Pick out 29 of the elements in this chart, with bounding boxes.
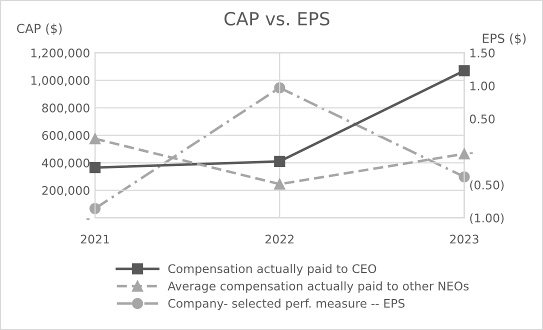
y2-axis-title: EPS ($) [482,33,526,45]
chart-title: CAP vs. EPS [224,12,330,26]
y-tick-label: 200,000 [42,186,90,196]
y2-tick-label: (1.00) [470,213,504,224]
point [89,203,101,214]
point [274,156,286,167]
y2-tick-label: - [470,152,473,154]
y-tick-label: 1,000,000 [31,76,90,86]
point [89,133,101,144]
y2-tick-label: 0.50 [470,114,495,124]
point [89,162,101,174]
point [274,178,286,190]
y-axis-title: CAP ($) [16,24,62,35]
x-tick-label: 2022 [265,234,294,244]
y2-tick-label: 1.00 [470,82,495,90]
legend-label: Company- selected perf. measure -- EPS [168,298,405,310]
point [458,148,470,160]
legend-label: Average compensation actually paid to other NEOs [168,281,469,293]
y-tick-label: 800,000 [42,104,90,114]
y2-tick-label: (0.50) [470,180,504,191]
point [458,65,470,76]
y2-tick-label: 1.50 [470,48,495,58]
y-tick-label: 400,000 [42,158,90,169]
legend-label: Compensation actually paid to CEO [168,264,376,276]
x-tick-label: 2021 [80,234,109,244]
y-tick-label: 600,000 [42,131,90,142]
x-tick-label: 2023 [450,234,478,244]
y-tick-label: 1,200,000 [31,48,90,59]
y-tick-label: - [86,218,90,220]
